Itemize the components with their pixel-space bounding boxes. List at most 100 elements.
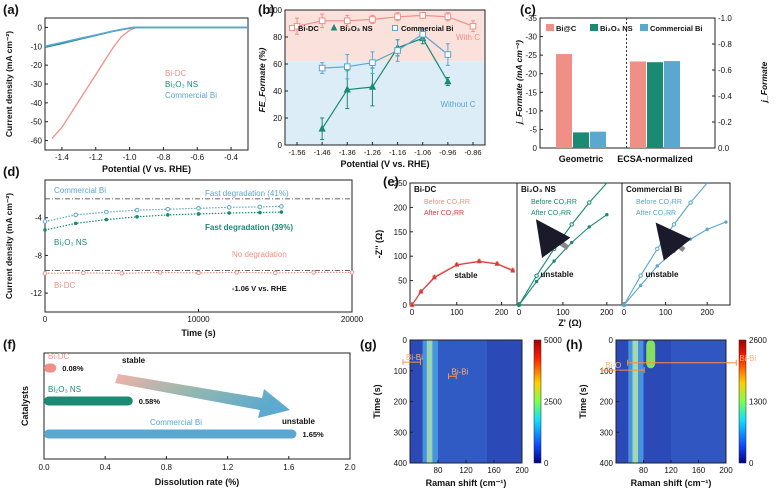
panel-h-colorbar <box>738 339 747 464</box>
panel-a-legend-2: Bi₂O₃ NS <box>165 80 198 89</box>
panel-d-name-comm: Commercial Bi <box>54 186 106 195</box>
panel-e-note: unstable <box>646 270 679 279</box>
panel-c-category: Geometric <box>559 154 604 164</box>
panel-b-point <box>444 13 452 21</box>
panel-h-ylabel: Time (s) <box>578 384 588 418</box>
panel-b-point <box>343 85 351 93</box>
panel-d-label: (d) <box>3 164 20 179</box>
panel-h-band-3 <box>671 340 726 463</box>
panel-d-frame <box>44 179 353 313</box>
panel-c-bar-1 <box>630 61 646 149</box>
panel-b-ytick-label: 20 <box>273 114 282 123</box>
panel-c-ytick-label-left: -15 <box>525 88 537 97</box>
panel-e-curve <box>623 221 727 306</box>
panel-f-xtick-label: 0.4 <box>100 463 112 472</box>
panel-g-ytick-label: 400 <box>394 459 408 468</box>
panel-b-ytick-label: 100 <box>269 6 283 15</box>
panel-d-point <box>104 209 109 215</box>
panel-a-label: (a) <box>3 2 19 17</box>
panel-h-peak-label-2: Bi-Bi <box>739 354 756 363</box>
panel-e-point <box>587 200 592 205</box>
panel-b-xtick-label: -0.96 <box>439 148 456 157</box>
panel-e-title: Bi₂O₃ NS <box>521 185 556 194</box>
panel-e-xtick-label: 0 <box>622 308 627 317</box>
panel-e-ytick-label: 200 <box>394 203 408 212</box>
panel-g-ylabel: Time (s) <box>372 384 382 418</box>
panel-e-point <box>431 274 437 280</box>
panel-c-ytick-label-right: -1.0 <box>718 14 732 23</box>
panel-b-xtick-label: -1.56 <box>288 148 305 157</box>
panel-h-xtick-label: 160 <box>692 466 706 475</box>
panel-d-trace-1 <box>44 205 282 223</box>
panel-e-ytick-label: 0 <box>403 301 408 310</box>
panel-e-point <box>534 273 539 278</box>
panel-h-colorbar-label: 0 <box>749 459 754 468</box>
panel-h-ytick-label: 200 <box>600 398 614 407</box>
panel-d-point <box>258 210 262 215</box>
panel-e-title: Commercial Bi <box>626 185 682 194</box>
panel-b-point <box>469 22 477 30</box>
panel-e-point <box>551 246 557 252</box>
panel-a-curve-2 <box>44 26 248 48</box>
panel-b-point <box>343 17 351 25</box>
panel-f-xtick-label: 1.2 <box>222 463 234 472</box>
panel-d-point <box>43 228 47 232</box>
panel-g-band-3 <box>438 340 487 463</box>
panel-f-bar-3 <box>44 429 297 439</box>
panel-e-xtick-label: 100 <box>450 308 464 317</box>
panel-e-point <box>418 288 424 294</box>
panel-d-ylabel: Current density (mA cm⁻²) <box>4 193 14 299</box>
panel-a-xtick-label: -0.4 <box>224 153 238 162</box>
panel-a-ylabel: Current density (mA cm⁻²) <box>4 31 14 137</box>
panel-c-ytick-label-left: -30 <box>525 33 537 42</box>
panel-e-point <box>705 227 709 232</box>
panel-h-ytick-label: 0 <box>609 336 614 345</box>
panel-e-xtick-label: 200 <box>600 308 614 317</box>
panel-d-point <box>166 213 170 217</box>
panel-c-ytick-label-left: -35 <box>525 14 537 23</box>
panel-g-colorbar-label: 2500 <box>544 398 562 407</box>
panel-a-legend-1: Bi-DC <box>165 69 187 78</box>
panel-f-frame <box>43 352 351 460</box>
panel-d-note-none: No degradation <box>232 250 287 259</box>
panel-f-value-1: 0.08% <box>62 364 84 373</box>
panel-b-line-1 <box>296 14 474 27</box>
panel-h-peak-label-1: Bi-O <box>605 361 621 370</box>
panel-a-xlabel: Potential (V vs. RHE) <box>102 164 191 174</box>
panel-b-point <box>318 64 326 72</box>
panel-e-point <box>688 237 693 241</box>
panel-c-ylabel-right: j_Formate <box>759 61 769 103</box>
panel-d-point <box>42 219 48 224</box>
panel-b-point <box>394 13 401 21</box>
panel-c-bar-1 <box>556 54 572 148</box>
panel-b-point <box>318 17 326 25</box>
panel-f-xlabel: Dissolution rate (%) <box>155 477 240 487</box>
panel-d-point <box>135 214 139 219</box>
panel-g-colorbar-label: 0 <box>544 459 549 468</box>
panel-d-point <box>165 206 171 212</box>
panel-e-point <box>409 301 415 307</box>
panel-b-point <box>368 82 377 90</box>
panel-d-point <box>349 270 355 275</box>
panel-c-ytick-label-right: -0.4 <box>718 92 732 101</box>
panel-b-xtick-label: -1.26 <box>364 148 381 157</box>
panel-f-bar-1 <box>44 363 57 373</box>
panel-a-ytick-label: -50 <box>30 118 42 127</box>
panel-b-label: (b) <box>258 2 275 17</box>
panel-c-ytick-label-left: -25 <box>525 51 537 60</box>
panel-e-point <box>688 200 693 205</box>
panel-c-legend-3: Commercial Bi <box>650 24 703 33</box>
panel-e-arrow-1 <box>535 219 571 258</box>
panel-g-xtick-label: 200 <box>515 466 529 475</box>
panel-e-ytick-label: 100 <box>394 252 408 261</box>
panel-e-point <box>569 240 574 245</box>
panel-c-bar-2 <box>573 132 589 148</box>
panel-d-point <box>279 204 284 209</box>
panel-b-point <box>444 77 452 85</box>
panel-f-xtick-label: 2.0 <box>344 463 356 472</box>
panel-f-value-2: 0.58% <box>139 397 161 406</box>
panel-c-ytick-label-right: -0.8 <box>718 40 732 49</box>
panel-e-curve <box>411 261 514 306</box>
panel-h-colorbar-label: 1300 <box>749 398 767 407</box>
